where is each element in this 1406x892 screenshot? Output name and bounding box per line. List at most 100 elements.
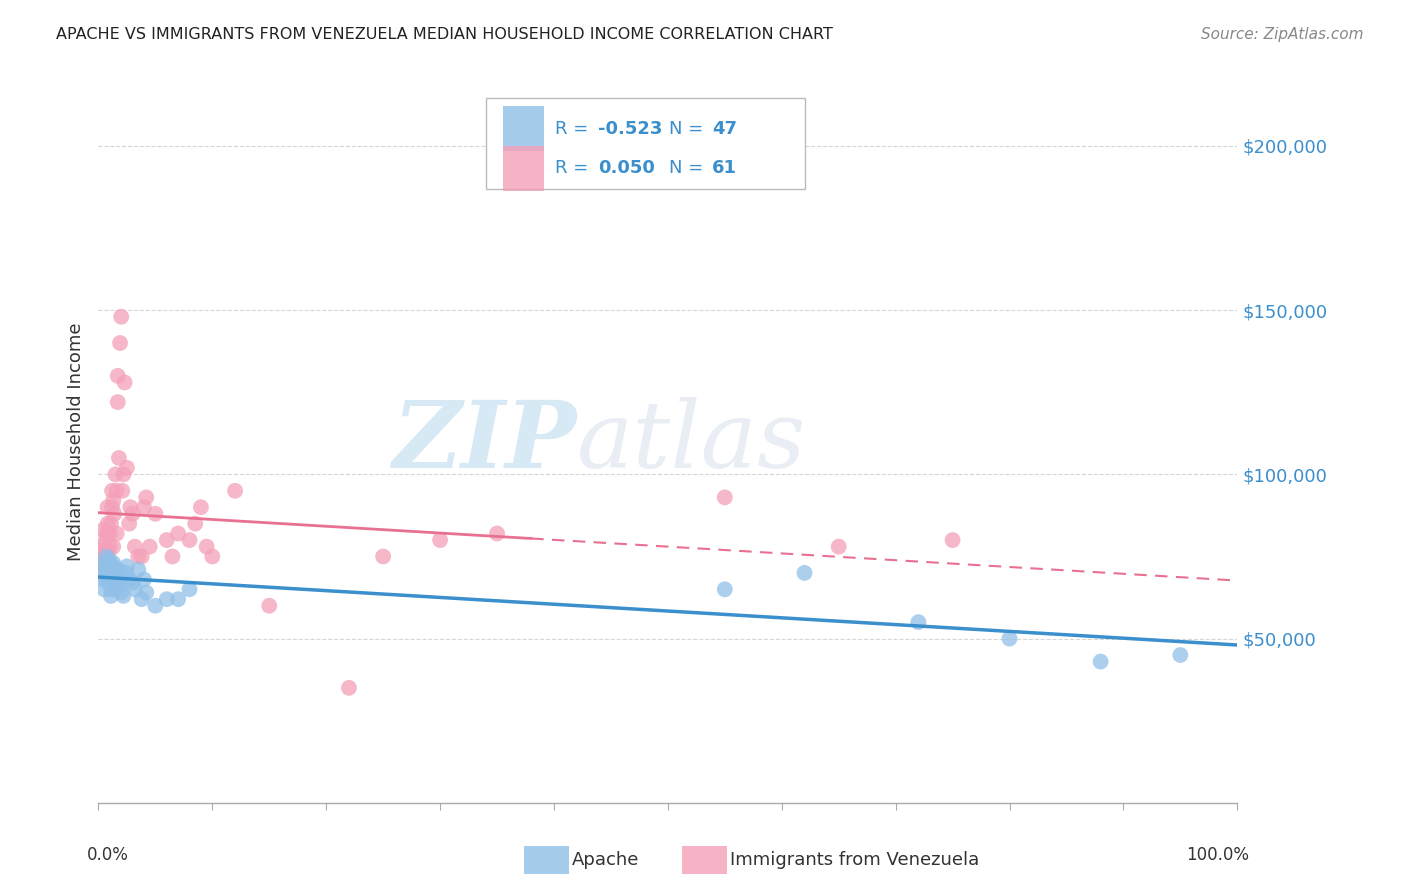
Point (97, 556, 120, 570)
Point (132, 500, 155, 515)
Text: APACHE VS IMMIGRANTS FROM VENEZUELA MEDIAN HOUSEHOLD INCOME CORRELATION CHART: APACHE VS IMMIGRANTS FROM VENEZUELA MEDI… (56, 27, 834, 42)
Point (101, 483, 124, 498)
Point (124, 582, 146, 597)
Point (101, 573, 124, 587)
Point (371, 549, 394, 564)
Text: 100.0%: 100.0% (1185, 847, 1249, 864)
Point (96, 542, 118, 557)
Point (998, 632, 1021, 646)
Point (156, 533, 179, 547)
Point (98, 540, 121, 554)
Point (131, 592, 153, 607)
Point (91, 573, 114, 587)
Point (104, 573, 127, 587)
Point (97, 559, 120, 574)
Text: N =: N = (669, 160, 709, 178)
Point (105, 563, 128, 577)
Point (121, 507, 143, 521)
Point (167, 592, 190, 607)
FancyBboxPatch shape (503, 146, 544, 191)
FancyBboxPatch shape (503, 106, 544, 151)
Point (714, 491, 737, 505)
Text: atlas: atlas (576, 397, 806, 486)
Point (103, 507, 125, 521)
Point (107, 395, 129, 409)
Point (184, 516, 207, 531)
Point (91, 549, 114, 564)
Text: R =: R = (555, 120, 595, 137)
Point (1090, 655, 1112, 669)
Point (115, 460, 138, 475)
Point (110, 310, 132, 324)
Point (132, 573, 155, 587)
Point (107, 368, 129, 383)
Point (101, 563, 124, 577)
Point (828, 540, 851, 554)
Point (96, 500, 118, 515)
Text: 0.0%: 0.0% (87, 847, 129, 864)
Point (114, 566, 136, 580)
Point (486, 526, 509, 541)
Point (114, 376, 136, 390)
Y-axis label: Median Household Income: Median Household Income (66, 322, 84, 561)
Text: 0.050: 0.050 (599, 160, 655, 178)
Point (105, 582, 128, 597)
Point (135, 585, 157, 599)
Point (94, 553, 117, 567)
Text: 47: 47 (713, 120, 737, 137)
Point (107, 563, 129, 577)
Point (121, 575, 143, 590)
Point (91, 523, 114, 537)
Point (179, 533, 201, 547)
Point (98, 526, 121, 541)
Text: Immigrants from Venezuela: Immigrants from Venezuela (730, 851, 979, 869)
Point (118, 516, 141, 531)
Point (96, 549, 118, 564)
Point (93, 582, 115, 597)
Point (111, 483, 134, 498)
Point (337, 681, 360, 695)
Point (94, 559, 117, 574)
FancyBboxPatch shape (485, 98, 804, 189)
Point (103, 493, 125, 508)
Point (167, 526, 190, 541)
Point (224, 483, 246, 498)
Point (103, 556, 125, 570)
Point (201, 549, 224, 564)
Point (96, 526, 118, 541)
Point (100, 516, 122, 531)
Point (115, 559, 138, 574)
Point (96, 569, 118, 583)
Text: ZIP: ZIP (392, 397, 576, 486)
Point (105, 526, 128, 541)
Point (259, 599, 281, 613)
Point (127, 549, 149, 564)
Point (93, 546, 115, 560)
Point (162, 549, 184, 564)
Point (93, 536, 115, 550)
Point (94, 559, 117, 574)
Point (145, 507, 167, 521)
Point (104, 467, 127, 482)
Point (112, 467, 135, 482)
Point (942, 533, 965, 547)
Point (100, 589, 122, 603)
Point (131, 549, 153, 564)
Point (124, 540, 146, 554)
Point (138, 540, 160, 554)
Point (120, 500, 142, 515)
Point (103, 559, 125, 574)
Point (907, 615, 929, 630)
Point (190, 500, 212, 515)
Point (105, 483, 128, 498)
Point (110, 585, 132, 599)
Point (793, 566, 815, 580)
Point (103, 566, 125, 580)
Point (90, 559, 112, 574)
Text: R =: R = (555, 160, 595, 178)
Point (98, 575, 121, 590)
Text: N =: N = (669, 120, 709, 137)
Point (97, 553, 120, 567)
Point (429, 533, 451, 547)
Point (96, 563, 118, 577)
